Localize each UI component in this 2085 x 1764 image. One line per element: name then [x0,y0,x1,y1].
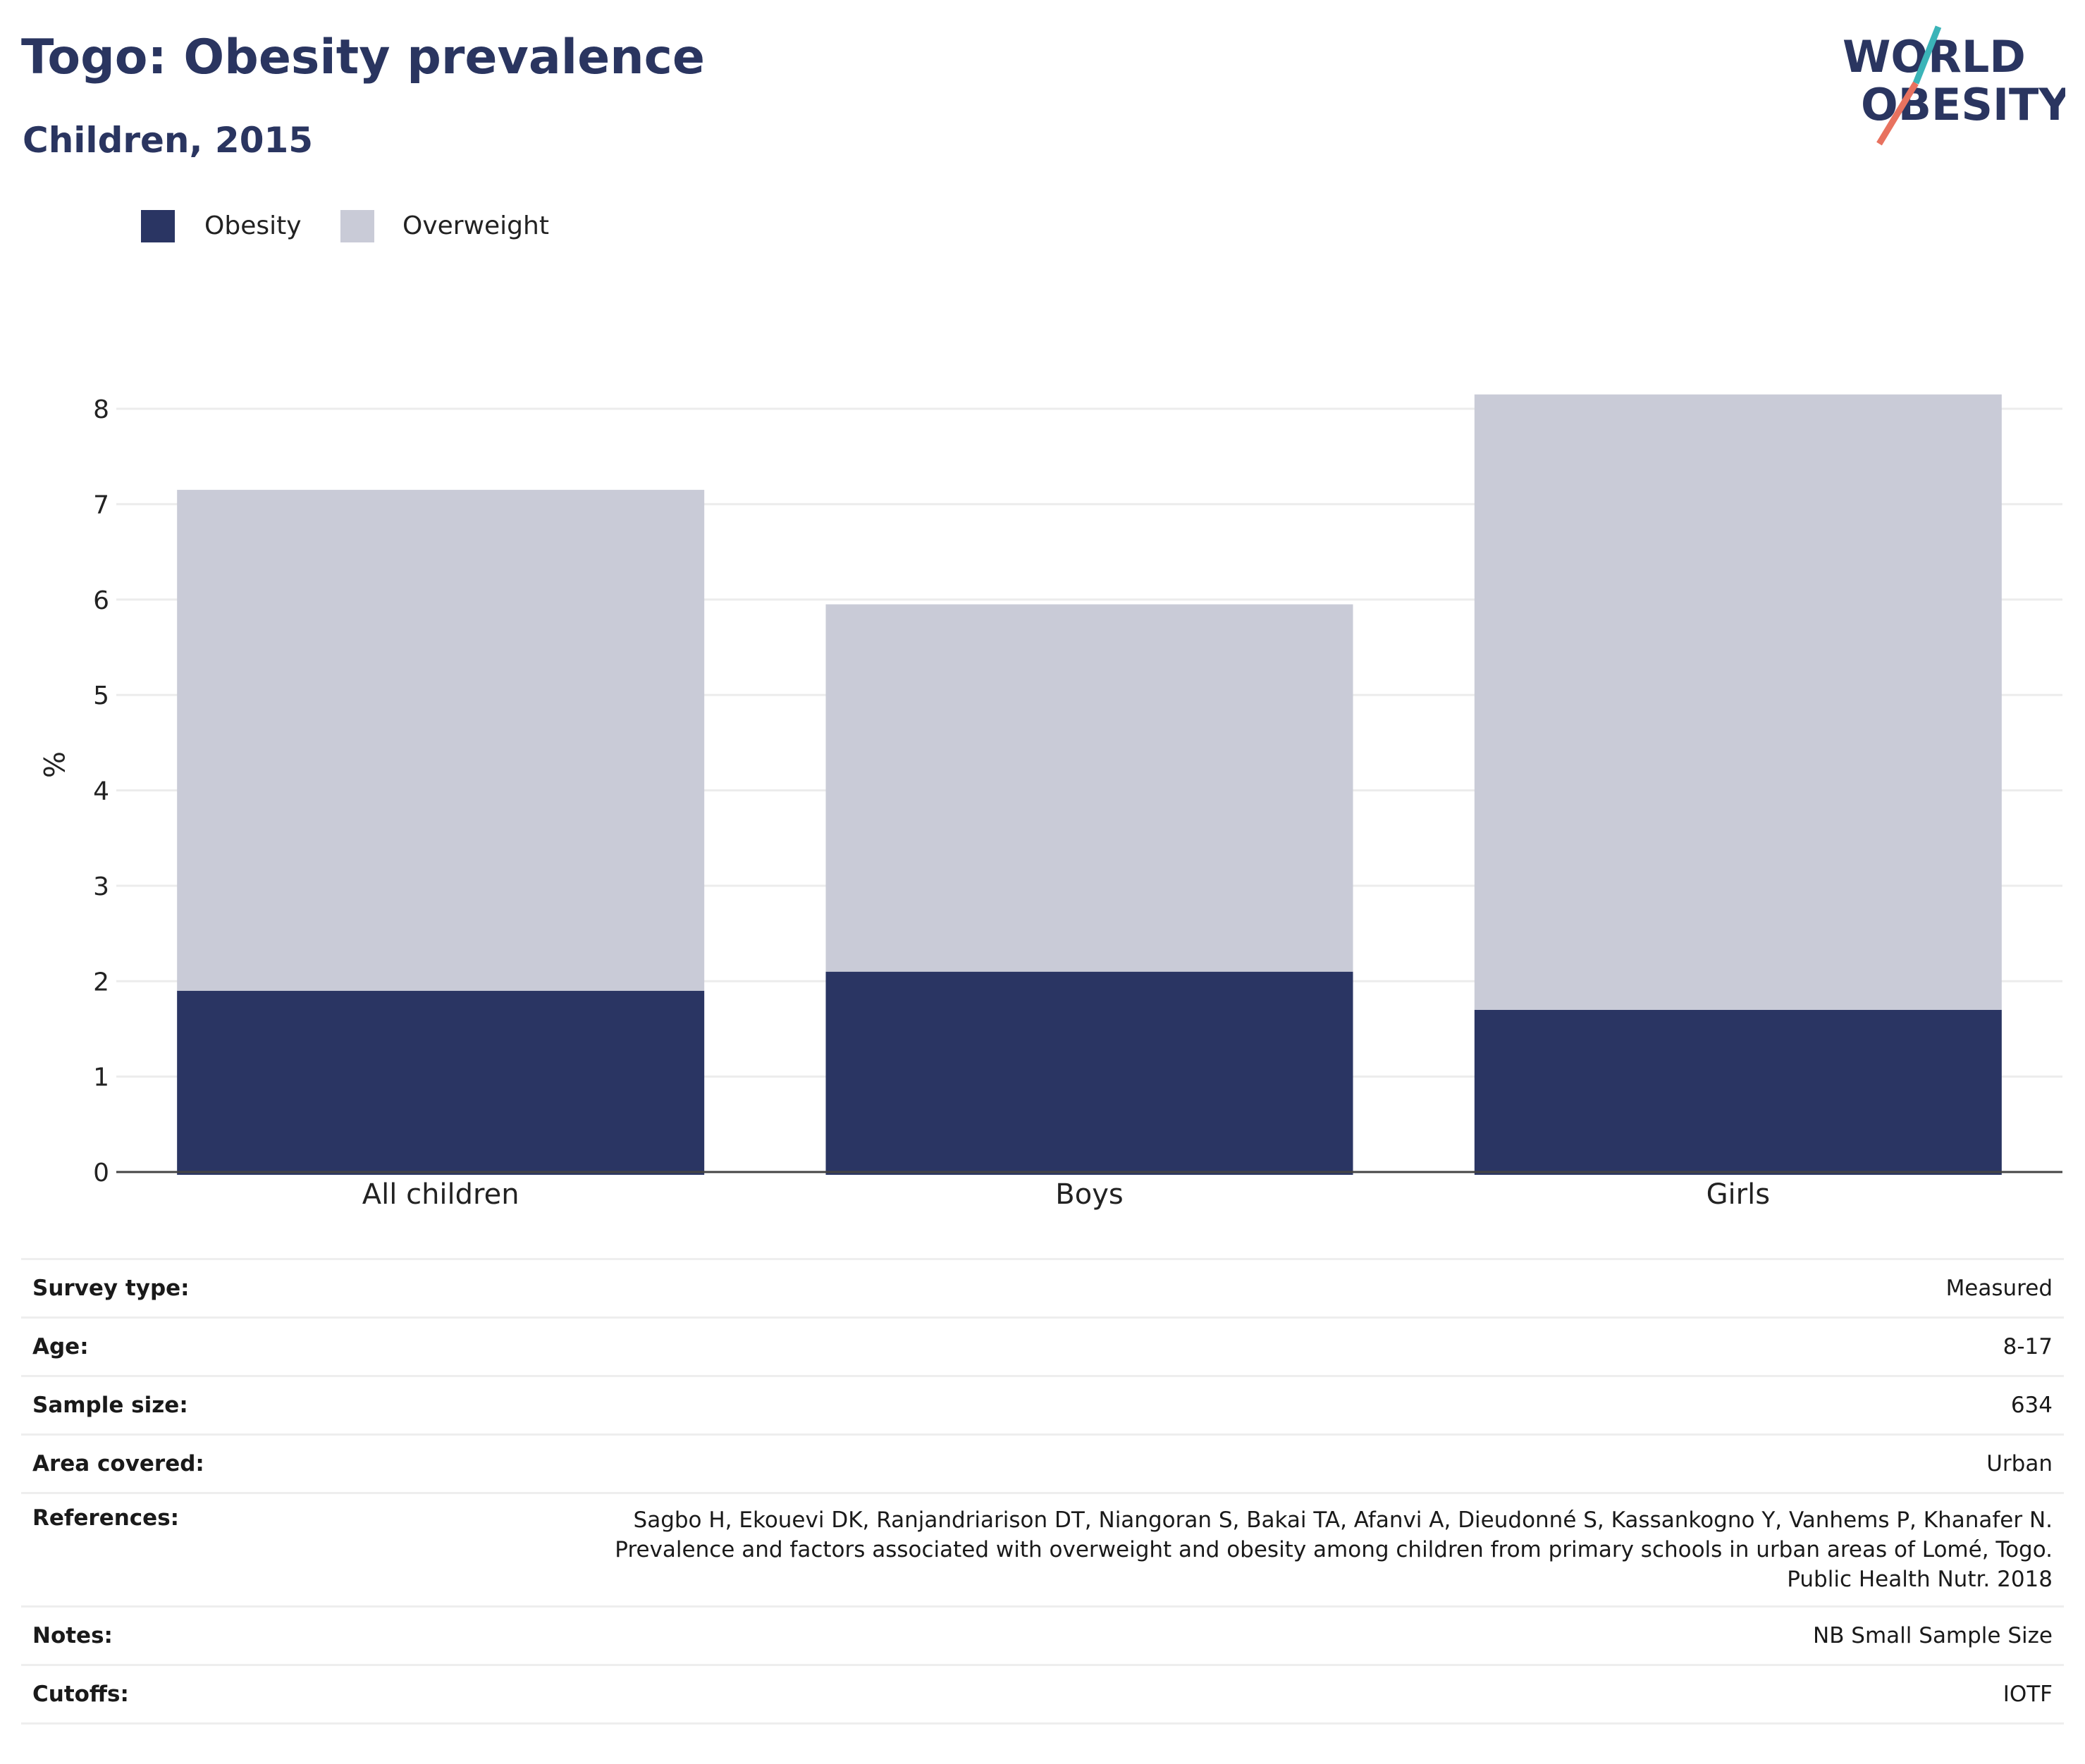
details-value: Measured [467,1259,2064,1318]
details-value-line: Urban [1986,1451,2053,1476]
details-value-line: Sagbo H, Ekouevi DK, Ranjandriarison DT,… [633,1507,2053,1533]
details-row: Notes: NB Small Sample Size [21,1606,2064,1665]
details-label: Cutoffs: [32,1682,129,1707]
y-tick-label: 6 [93,586,109,615]
details-value-line: 8-17 [2003,1334,2053,1359]
legend-label-overweight: Overweight [402,211,549,240]
details-label: References: [32,1505,180,1531]
details-value-line: NB Small Sample Size [1813,1623,2053,1648]
stacked-bar-chart: 0 1 2 3 4 5 6 7 8% All children Boys Girls [37,394,2062,1211]
x-tick-label: All children [362,1178,519,1211]
details-label: Notes: [32,1623,113,1648]
details-row: References: Sagbo H, Ekouevi DK, Ranjandr… [21,1493,2064,1607]
details-value-line: Measured [1945,1276,2053,1301]
details-row: Survey type: Measured [21,1259,2064,1318]
y-tick-label: 5 [93,681,109,710]
details-row: Cutoffs: IOTF [21,1665,2064,1724]
details-value: NB Small Sample Size [467,1607,2064,1665]
details-value-line: Prevalence and factors associated with o… [615,1537,2053,1562]
survey-details-table: Survey type: Measured Age: 8-17 Sample size:… [21,1258,2064,1725]
details-row: Age: 8-17 [21,1317,2064,1376]
details-value: IOTF [467,1665,2064,1724]
y-tick-label: 1 [93,1063,109,1092]
details-value: Sagbo H, Ekouevi DK, Ranjandriarison DT,… [467,1493,2064,1607]
details-value: 8-17 [467,1318,2064,1376]
details-row: Sample size: 634 [21,1376,2064,1435]
details-label: Survey type: [32,1276,190,1301]
bar-overweight-boys [825,604,1353,972]
details-value-line: IOTF [2003,1682,2053,1707]
bar-overweight-all-children [177,490,705,991]
x-tick-label: Girls [1706,1178,1771,1211]
x-tick-label: Boys [1055,1178,1123,1211]
details-value: Urban [467,1435,2064,1493]
bar-obesity-all-children [177,990,705,1175]
y-tick-label: 4 [93,777,109,806]
chart-subtitle: Children, 2015 [23,120,314,161]
details-label: Area covered: [32,1451,204,1476]
details-label: Age: [32,1334,89,1359]
y-axis-label: % [37,751,69,778]
world-obesity-logo: WORLD OBESITY [1843,25,2065,146]
y-tick-label: 0 [93,1159,109,1188]
details-value-line: 634 [2010,1393,2053,1418]
y-tick-label: 2 [93,968,109,997]
legend-swatch-overweight [340,210,374,242]
logo-slash-coral [1876,81,1919,146]
y-tick-label: 7 [93,491,109,519]
details-value: 634 [467,1376,2064,1435]
legend-swatch-obesity [141,210,175,242]
logo-slash-teal [1912,25,1942,85]
bar-obesity-boys [825,971,1353,1175]
bar-obesity-girls [1474,1009,2002,1175]
details-label: Sample size: [32,1393,188,1418]
bar-overweight-girls [1474,394,2002,1010]
legend-label-obesity: Obesity [204,211,302,240]
y-tick-label: 8 [93,395,109,424]
details-value-line: Public Health Nutr. 2018 [1787,1567,2053,1592]
details-row: Area covered: Urban [21,1434,2064,1493]
chart-title: Togo: Obesity prevalence [21,30,706,85]
y-tick-label: 3 [93,872,109,901]
